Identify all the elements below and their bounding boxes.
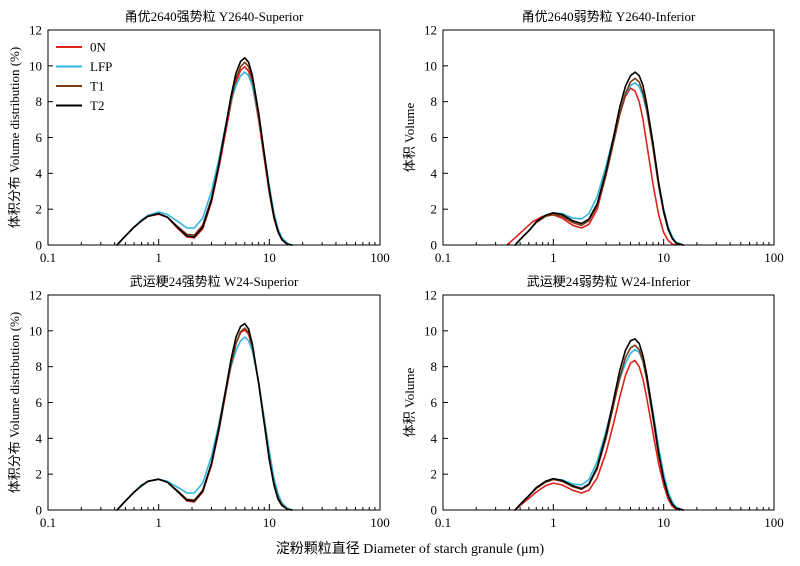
y-tick-label: 6 — [36, 130, 43, 145]
y-axis-label: 体积分布 Volume distribution (%) — [7, 47, 22, 228]
plot-frame — [47, 29, 381, 246]
y-axis-label: 体积 Volume — [402, 368, 417, 438]
series-line-t1 — [514, 77, 684, 246]
plot-frame — [442, 294, 775, 511]
y-tick-label: 6 — [431, 395, 438, 410]
y-tick-label: 8 — [36, 359, 43, 374]
series-line-t1 — [116, 327, 293, 511]
chart-title: 甬优2640强势粒 Y2640-Superior — [125, 9, 304, 24]
x-tick-label: 10 — [263, 250, 276, 265]
y-axis-label: 体积 Volume — [402, 103, 417, 173]
chart-panel-3: 武运粳24强势粒 W24-Superior 体积分布 Volume distrib… — [7, 274, 390, 530]
y-tick-label: 0 — [36, 238, 43, 253]
y-axis-label: 体积分布 Volume distribution (%) — [7, 312, 22, 493]
chart-panel-4: 武运粳24弱势粒 W24-Inferior 体积 Volume 0.1 1 10 100 0… — [402, 274, 784, 530]
chart-title: 武运粳24弱势粒 W24-Inferior — [527, 274, 691, 289]
series-line-t2 — [116, 57, 293, 246]
x-tick-label: 1 — [155, 515, 162, 530]
x-tick-label: 0.1 — [40, 250, 56, 265]
x-tick-label: 0.1 — [435, 250, 451, 265]
y-tick-label: 4 — [36, 166, 43, 181]
y-tick-label: 0 — [431, 503, 438, 518]
y-tick-label: 8 — [431, 94, 438, 109]
plot-frame — [442, 29, 775, 246]
y-tick-label: 0 — [36, 503, 43, 518]
panels: 甬优2640强势粒 Y2640-Superior 体积分布 Volume dist… — [7, 9, 784, 530]
x-tick-label: 100 — [764, 515, 784, 530]
y-tick-label: 4 — [431, 166, 438, 181]
x-tick-label: 0.1 — [435, 515, 451, 530]
series-line-t2 — [116, 322, 293, 511]
chart-panel-1: 甬优2640强势粒 Y2640-Superior 体积分布 Volume dist… — [7, 9, 390, 265]
legend-label-t1: T1 — [90, 79, 104, 94]
x-tick-label: 1 — [550, 515, 557, 530]
x-tick-label: 1 — [550, 250, 557, 265]
series-line-0n — [506, 87, 677, 246]
y-tick-label: 4 — [431, 431, 438, 446]
plot-frame — [47, 294, 381, 511]
legend: 0N LFP T1 T2 — [56, 40, 112, 113]
legend-label-0n: 0N — [90, 40, 107, 55]
chart-title: 武运粳24强势粒 W24-Superior — [130, 274, 299, 289]
y-tick-label: 6 — [431, 130, 438, 145]
legend-label-t2: T2 — [90, 98, 104, 113]
y-tick-label: 2 — [36, 467, 43, 482]
y-tick-label: 10 — [424, 58, 437, 73]
y-tick-label: 8 — [36, 94, 43, 109]
legend-label-lfp: LFP — [90, 59, 112, 74]
chart-panel-2: 甬优2640弱势粒 Y2640-Inferior 体积 Volume 0.1 1 10 1… — [402, 9, 784, 265]
series-line-t2 — [514, 338, 684, 511]
y-tick-label: 10 — [29, 323, 42, 338]
series-line-t1 — [116, 61, 293, 246]
y-tick-label: 0 — [431, 238, 438, 253]
chart-title: 甬优2640弱势粒 Y2640-Inferior — [522, 9, 696, 24]
y-tick-label: 12 — [29, 23, 42, 38]
y-tick-label: 6 — [36, 395, 43, 410]
y-tick-label: 2 — [431, 202, 438, 217]
x-tick-label: 0.1 — [40, 515, 56, 530]
x-axis-label: 淀粉颗粒直径 Diameter of starch granule (μm) — [276, 540, 545, 557]
y-tick-label: 4 — [36, 431, 43, 446]
y-tick-label: 8 — [431, 359, 438, 374]
x-tick-label: 10 — [263, 515, 276, 530]
x-tick-label: 100 — [370, 250, 390, 265]
x-tick-label: 1 — [155, 250, 162, 265]
series-line-t2 — [514, 71, 684, 246]
y-tick-label: 10 — [424, 323, 437, 338]
y-tick-label: 2 — [431, 467, 438, 482]
x-tick-label: 100 — [370, 515, 390, 530]
x-tick-label: 100 — [764, 250, 784, 265]
x-tick-label: 10 — [657, 250, 670, 265]
y-tick-label: 2 — [36, 202, 43, 217]
series-line-0n — [514, 359, 681, 511]
y-tick-label: 12 — [424, 23, 437, 38]
y-tick-label: 10 — [29, 58, 42, 73]
y-tick-label: 12 — [29, 288, 42, 303]
x-tick-label: 10 — [657, 515, 670, 530]
y-tick-label: 12 — [424, 288, 437, 303]
